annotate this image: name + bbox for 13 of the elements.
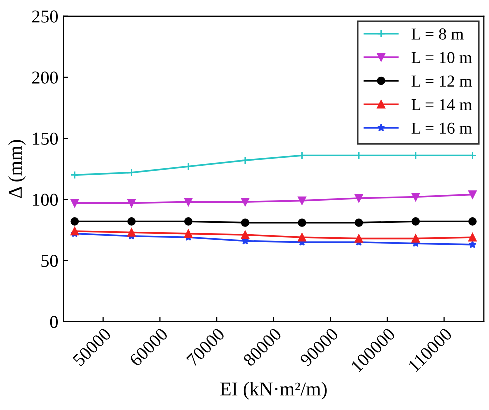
y-tick-label: 100 — [33, 194, 58, 206]
x-axis-title: EI (kN·m²/m) — [220, 382, 327, 400]
legend-label: L = 16 m — [412, 122, 472, 134]
y-tick-label: 250 — [32, 10, 58, 23]
y-tick-label: 150 — [33, 132, 58, 146]
legend-label: L = 14 m — [412, 99, 472, 110]
y-tick-label: 0 — [50, 316, 58, 328]
legend-label: L = 10 m — [412, 52, 472, 64]
y-tick-label: 200 — [32, 72, 58, 84]
y-axis-title: Δ (mm) — [8, 140, 26, 198]
legend-label: L = 12 m — [412, 76, 472, 87]
legend-label: L = 8 m — [412, 28, 464, 40]
y-tick-label: 50 — [42, 255, 58, 268]
